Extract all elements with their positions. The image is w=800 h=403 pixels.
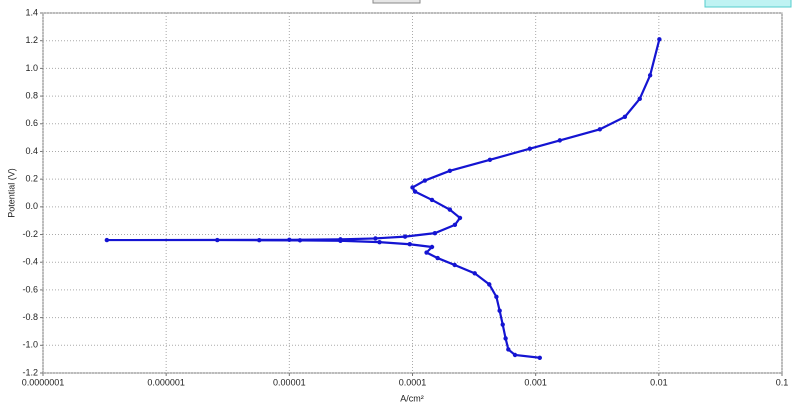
data-point bbox=[497, 308, 502, 313]
x-axis-label: A/cm² bbox=[400, 393, 424, 403]
y-axis-label: Potential (V) bbox=[6, 168, 16, 218]
y-tick-label: -0.4 bbox=[22, 257, 38, 267]
data-point bbox=[452, 262, 457, 268]
data-point bbox=[338, 237, 343, 242]
data-point bbox=[537, 355, 542, 360]
data-point bbox=[557, 138, 562, 143]
data-point bbox=[647, 73, 653, 78]
data-point bbox=[377, 239, 382, 245]
x-tick-label: 0.0000001 bbox=[22, 377, 65, 387]
data-point bbox=[506, 347, 511, 352]
x-tick-label: 0.1 bbox=[776, 377, 789, 387]
data-point bbox=[597, 127, 603, 132]
x-tick-label: 0.0001 bbox=[399, 377, 427, 387]
y-tick-label: 1.4 bbox=[25, 7, 38, 17]
data-point bbox=[657, 37, 662, 42]
y-tick-label: 1.0 bbox=[25, 63, 38, 73]
data-point bbox=[472, 271, 477, 276]
y-tick-label: 0.2 bbox=[25, 174, 38, 184]
y-tick-label: 0.8 bbox=[25, 90, 38, 100]
x-tick-label: 0.000001 bbox=[147, 377, 185, 387]
data-point bbox=[487, 157, 493, 162]
data-point bbox=[215, 237, 220, 243]
y-tick-label: 0.6 bbox=[25, 118, 38, 128]
data-point bbox=[457, 215, 463, 221]
y-tick-label: 0.0 bbox=[25, 201, 38, 211]
data-point bbox=[257, 238, 262, 243]
data-point bbox=[527, 146, 533, 151]
data-point bbox=[429, 197, 435, 203]
data-point bbox=[287, 237, 292, 242]
y-tick-label: 0.4 bbox=[25, 146, 38, 156]
y-tick-label: -0.6 bbox=[22, 284, 38, 294]
x-tick-label: 0.00001 bbox=[273, 377, 306, 387]
data-point bbox=[432, 230, 438, 236]
y-tick-label: -1.0 bbox=[22, 340, 38, 350]
x-tick-label: 0.01 bbox=[650, 377, 668, 387]
data-point bbox=[447, 207, 453, 212]
data-point bbox=[402, 234, 408, 239]
data-point bbox=[422, 178, 428, 183]
data-point bbox=[494, 294, 499, 300]
data-point bbox=[512, 352, 518, 358]
data-point bbox=[373, 236, 378, 241]
data-point bbox=[410, 185, 415, 190]
data-point bbox=[412, 189, 418, 194]
y-tick-label: -0.2 bbox=[22, 229, 38, 239]
y-tick-label: -0.8 bbox=[22, 312, 38, 322]
data-point bbox=[435, 255, 440, 261]
data-point bbox=[297, 238, 303, 243]
data-point bbox=[452, 222, 458, 228]
toolbar-button[interactable] bbox=[372, 0, 421, 4]
status-box bbox=[704, 0, 792, 8]
data-point bbox=[637, 96, 642, 102]
data-point bbox=[622, 114, 628, 120]
data-point bbox=[503, 336, 508, 341]
data-point bbox=[429, 244, 435, 250]
data-point bbox=[500, 322, 505, 327]
data-point bbox=[104, 237, 110, 243]
y-tick-label: -1.2 bbox=[22, 367, 38, 377]
x-tick-label: 0.001 bbox=[524, 377, 547, 387]
data-point bbox=[424, 250, 429, 255]
data-point bbox=[407, 242, 412, 247]
data-point bbox=[447, 168, 453, 174]
data-point bbox=[487, 282, 492, 287]
y-tick-label: 1.2 bbox=[25, 35, 38, 45]
